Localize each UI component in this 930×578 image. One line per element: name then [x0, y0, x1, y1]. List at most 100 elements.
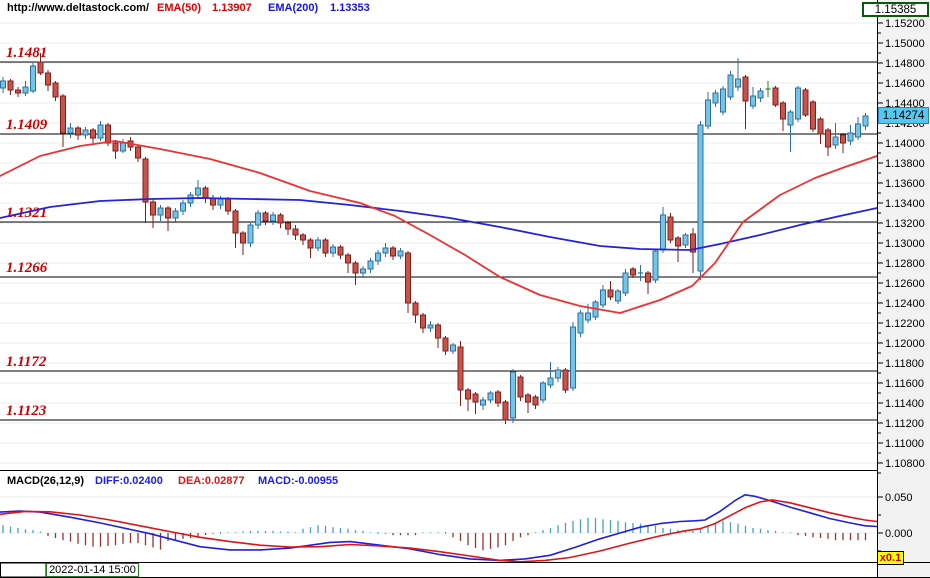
candle	[75, 127, 81, 136]
candle	[352, 262, 359, 274]
current-price-tag: 1.14274	[878, 107, 929, 125]
candle	[480, 399, 486, 406]
candle	[435, 324, 441, 339]
macd-macd-value: MACD:-0.00955	[258, 475, 339, 487]
candle	[570, 326, 576, 389]
candle	[750, 95, 756, 107]
candle	[712, 92, 719, 104]
candle	[172, 210, 179, 219]
candle	[735, 78, 741, 88]
level-label: 1.1123	[6, 403, 47, 419]
candle	[855, 123, 861, 138]
indicator-scale-note: x0.1	[877, 551, 904, 565]
price-axis-label: 1.10800	[885, 458, 925, 470]
price-axis-label: 1.11400	[885, 398, 924, 410]
ema50-line	[0, 140, 878, 314]
candle	[862, 115, 869, 127]
price-axis-label: 1.11000	[885, 438, 924, 450]
candle	[607, 289, 614, 298]
candle	[375, 252, 381, 262]
price-axis-label: 1.13800	[885, 158, 925, 170]
candle	[727, 74, 734, 98]
price-axis-label: 1.14400	[885, 98, 925, 110]
candle	[142, 158, 149, 203]
ema200-legend-label: EMA(200)	[268, 2, 319, 14]
candle	[457, 346, 464, 391]
candle	[427, 324, 434, 329]
price-axis-label: 1.12600	[885, 278, 925, 290]
candle	[802, 89, 809, 116]
candle	[322, 239, 329, 254]
price-axis-label: 1.11800	[885, 358, 924, 370]
candle	[780, 102, 786, 120]
level-label: 1.1172	[6, 354, 47, 370]
price-axis-label: 1.14800	[885, 58, 925, 70]
price-axis-label: 1.12200	[885, 318, 925, 330]
ema50-legend-label: EMA(50)	[157, 2, 202, 14]
candle	[577, 312, 584, 334]
candle	[465, 389, 471, 400]
macd-diff-value: DIFF:0.02400	[95, 475, 163, 487]
candle	[682, 234, 689, 246]
candle	[30, 65, 36, 92]
candle	[45, 72, 51, 86]
price-axis-label: 1.13000	[885, 238, 925, 250]
candle	[742, 76, 749, 102]
candle	[690, 233, 696, 253]
candle	[525, 394, 531, 403]
price-axis-label: 1.13200	[885, 218, 925, 230]
price-axis-label: 1.14600	[885, 78, 925, 90]
macd-title: MACD(26,12,9)	[7, 475, 85, 487]
level-label: 1.1409	[6, 117, 48, 133]
candle	[675, 237, 681, 247]
candle	[705, 99, 711, 127]
candle	[37, 61, 44, 74]
candle	[300, 234, 306, 241]
price-axis-label: 1.11600	[885, 378, 924, 390]
source-url-label: http://www.deltastock.com/	[7, 2, 149, 14]
candle	[90, 129, 96, 139]
candle	[330, 246, 336, 254]
candle	[367, 260, 374, 270]
macd-dea-value: DEA:0.02877	[178, 475, 245, 487]
price-axis-label: 1.11200	[885, 418, 924, 430]
candle	[817, 118, 824, 135]
macd-diff-line	[0, 493, 878, 562]
candle	[382, 247, 389, 254]
candle	[202, 187, 209, 199]
candle	[652, 250, 659, 281]
candle	[825, 129, 831, 148]
candle	[562, 369, 569, 391]
candle	[247, 224, 254, 244]
macd-axis-label: 0.000	[885, 528, 913, 540]
price-axis-label: 1.14000	[885, 138, 925, 150]
candle	[255, 212, 261, 226]
candle	[540, 382, 546, 401]
candle	[630, 268, 636, 276]
price-axis-gutter	[878, 0, 930, 578]
candle	[420, 314, 426, 329]
candle	[60, 95, 66, 134]
candle	[165, 207, 171, 219]
candle	[307, 239, 314, 249]
candle	[495, 391, 501, 404]
candle	[0, 80, 6, 89]
candle	[720, 88, 726, 113]
candle	[442, 337, 449, 352]
candle	[150, 201, 156, 216]
candle	[240, 232, 246, 244]
candle	[412, 302, 419, 316]
candle	[22, 86, 29, 94]
candle	[67, 127, 74, 134]
candle	[120, 142, 126, 152]
candle	[810, 101, 816, 130]
price-axis-label: 1.13600	[885, 178, 925, 190]
session-high-box: 1.15385	[862, 2, 929, 17]
candle	[270, 214, 276, 222]
candle	[105, 124, 111, 144]
candle	[157, 207, 164, 216]
time-axis-date-box[interactable]: 2022-01-14 15:00	[46, 563, 139, 577]
candle	[622, 272, 629, 294]
